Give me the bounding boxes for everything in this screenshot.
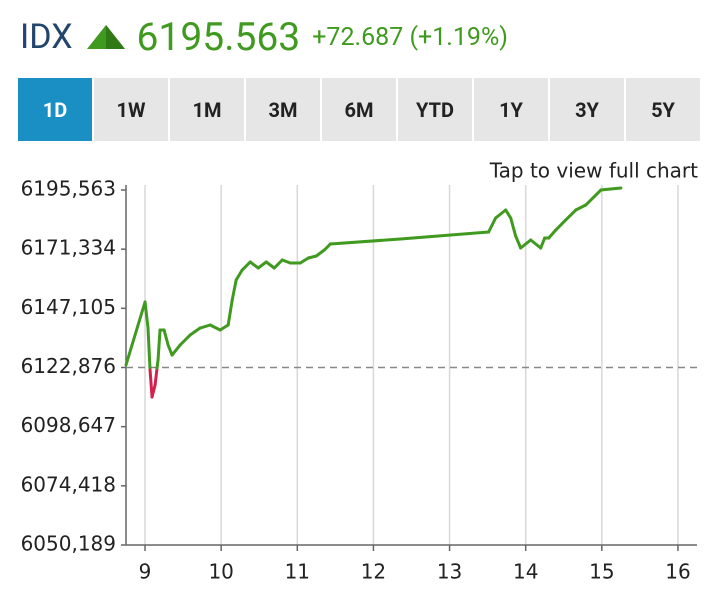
price: 6195.563 <box>136 14 301 60</box>
x-tick-label: 13 <box>437 560 462 584</box>
price-segment <box>188 326 202 337</box>
y-tick-label: 6074,418 <box>21 472 116 496</box>
price-segment <box>574 203 588 212</box>
price-segment <box>314 248 326 258</box>
range-tabs: 1D 1W 1M 3M 6M YTD 1Y 3Y 5Y <box>18 78 700 141</box>
price-segment <box>554 218 568 232</box>
price-segment <box>230 278 238 302</box>
range-tab[interactable]: 1Y <box>474 78 548 141</box>
y-tick-label: 6050,189 <box>21 532 116 556</box>
range-tab[interactable]: YTD <box>398 78 472 141</box>
price-segment <box>539 236 547 250</box>
change: +72.687 (+1.19%) <box>312 22 508 52</box>
price-segment <box>248 260 260 270</box>
price-segment <box>226 298 234 327</box>
range-tab[interactable]: 1W <box>94 78 168 141</box>
price-segment <box>272 258 284 270</box>
y-tick-label: 6171,334 <box>21 236 116 260</box>
price-segment <box>509 216 518 238</box>
header: IDX 6195.563 +72.687 (+1.19%) <box>20 8 508 66</box>
price-segment <box>519 238 533 250</box>
price-segment <box>487 216 498 234</box>
price-segment <box>170 343 182 357</box>
price-segment <box>494 208 508 220</box>
range-tab[interactable]: 6M <box>322 78 396 141</box>
price-segment <box>124 300 147 367</box>
price-segment <box>146 326 152 372</box>
x-tick-label: 16 <box>665 560 690 584</box>
price-segment <box>564 208 578 222</box>
price-segment <box>547 228 558 240</box>
chart-link[interactable]: Tap to view full chart <box>489 159 698 183</box>
x-tick-label: 12 <box>361 560 386 584</box>
y-tick-label: 6147,105 <box>21 295 116 319</box>
price-segment <box>208 323 222 332</box>
price-segment <box>240 260 252 272</box>
range-tab[interactable]: 1D <box>18 78 92 141</box>
price-segment <box>166 343 174 357</box>
range-tab[interactable]: 3M <box>246 78 320 141</box>
price-segment <box>298 256 310 265</box>
y-tick-label: 6195,563 <box>21 177 116 201</box>
x-tick-label: 11 <box>285 560 310 584</box>
price-segment <box>156 328 162 362</box>
range-tab[interactable]: 1M <box>170 78 244 141</box>
symbol: IDX <box>20 17 73 57</box>
price-segment <box>198 323 212 330</box>
price-segment <box>504 208 513 220</box>
x-tick-label: 9 <box>139 560 152 584</box>
price-segment <box>150 383 157 399</box>
x-tick-label: 14 <box>513 560 538 584</box>
price-segment <box>234 268 244 282</box>
x-tick-label: 10 <box>208 560 233 584</box>
range-tab[interactable]: 3Y <box>550 78 624 141</box>
y-tick-label: 6122,876 <box>21 354 116 378</box>
price-segment <box>599 186 623 192</box>
price-segment <box>264 260 276 270</box>
price-segment <box>514 234 523 250</box>
range-tab[interactable]: 5Y <box>626 78 700 141</box>
price-segment <box>218 323 230 332</box>
y-tick-label: 6098,647 <box>21 413 116 437</box>
price-segment <box>178 333 192 347</box>
price-segment <box>529 238 543 250</box>
price-segment <box>584 188 603 207</box>
price-segment <box>143 300 150 330</box>
price-segment <box>162 328 170 347</box>
price-segment <box>153 366 159 387</box>
price-segment <box>256 260 268 270</box>
up-arrow <box>86 25 125 49</box>
price-segment <box>398 230 491 241</box>
price-segment <box>328 237 402 246</box>
x-tick-label: 15 <box>589 560 614 584</box>
